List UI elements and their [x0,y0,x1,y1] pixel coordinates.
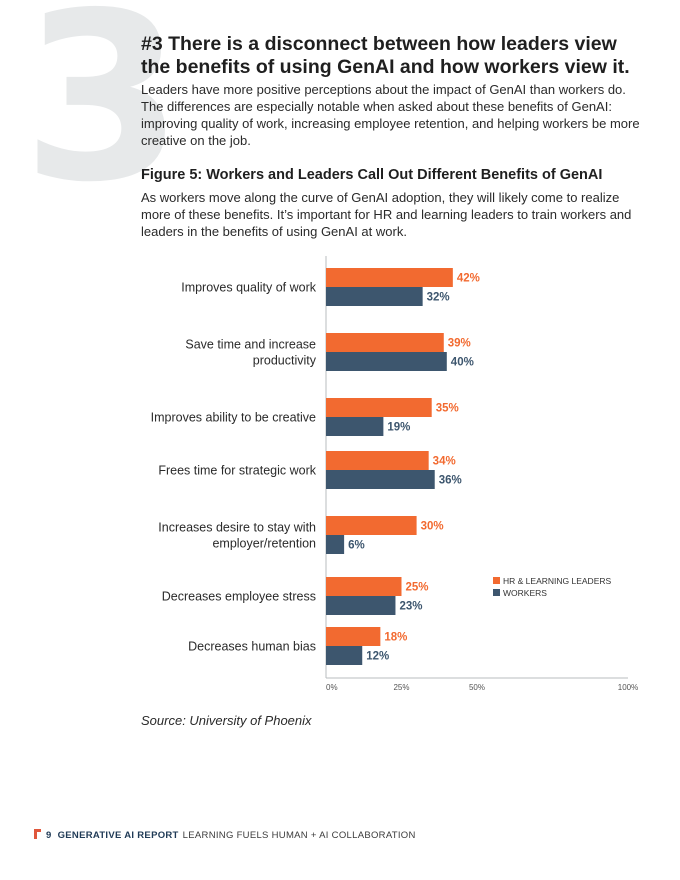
bar-workers [326,646,363,665]
data-label: 36% [439,475,462,487]
legend-swatch [493,577,500,584]
data-label: 39% [448,338,471,350]
x-tick-label: 50% [469,683,485,692]
category-label: Increases desire to stay with [158,521,316,535]
source-note: Source: University of Phoenix [141,713,312,728]
data-label: 12% [366,651,389,663]
figure-description: As workers move along the curve of GenAI… [141,190,632,239]
intro-paragraph: Leaders have more positive perceptions a… [141,82,640,148]
category-label: Decreases human bias [188,640,316,654]
bar-leaders [326,398,432,417]
category-label: Frees time for strategic work [158,464,316,478]
data-label: 19% [387,422,410,434]
report-subtitle: LEARNING FUELS HUMAN + AI COLLABORATION [182,829,416,841]
data-label: 32% [427,292,450,304]
section-number: 3 [22,0,184,233]
bar-workers [326,417,384,436]
data-label: 35% [436,403,459,415]
legend-label: WORKERS [503,588,547,598]
data-label: 6% [348,540,365,552]
category-label: productivity [253,354,317,368]
bar-leaders [326,268,453,287]
bar-leaders [326,333,444,352]
bar-leaders [326,451,429,470]
category-label: Save time and increase [185,338,316,352]
bar-leaders [326,577,402,596]
section-title: #3 There is a disconnect between how lea… [141,33,630,78]
footer-mark-icon [34,829,41,839]
category-label: Improves quality of work [181,281,317,295]
bar-workers [326,470,435,489]
legend-label: HR & LEARNING LEADERS [503,576,611,586]
x-tick-label: 0% [326,683,338,692]
figure-title: Figure 5: Workers and Leaders Call Out D… [141,167,603,183]
bar-workers [326,535,345,554]
data-label: 34% [433,456,456,468]
data-label: 40% [451,357,474,369]
page-footer: 9 GENERATIVE AI REPORT LEARNING FUELS HU… [34,827,416,843]
x-tick-label: 100% [618,683,638,692]
report-name: GENERATIVE AI REPORT [57,829,179,841]
bar-leaders [326,516,417,535]
bar-workers [326,352,447,371]
category-label: Improves ability to be creative [151,411,316,425]
data-label: 18% [384,632,407,644]
category-label: Decreases employee stress [162,590,316,604]
page-number: 9 [46,829,52,841]
bar-workers [326,287,423,306]
x-tick-label: 25% [393,683,409,692]
data-label: 30% [421,521,444,533]
category-label: employer/retention [212,537,316,551]
data-label: 25% [406,582,429,594]
bar-workers [326,596,396,615]
legend-swatch [493,589,500,596]
bar-leaders [326,627,381,646]
data-label: 23% [399,601,422,613]
data-label: 42% [457,273,480,285]
